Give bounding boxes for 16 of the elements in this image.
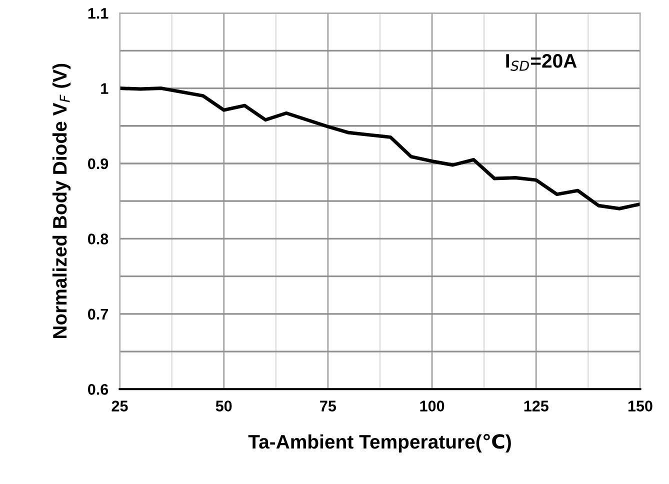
x-tick-label: 125 xyxy=(524,400,548,412)
y-axis-title: Normalized Body Diode V$_{F}$ (V) xyxy=(52,64,71,338)
y-tick-label: 1.1 xyxy=(88,8,108,19)
y-tick-label: 0.7 xyxy=(88,308,108,320)
y-tick-label: 1 xyxy=(101,83,108,94)
y-tick-label: 0.8 xyxy=(88,234,108,244)
x-tick-label: 100 xyxy=(420,400,444,412)
y-tick-label: 0.9 xyxy=(88,158,108,170)
x-tick-label: 50 xyxy=(216,400,232,412)
x-tick-label: 25 xyxy=(112,400,128,412)
x-tick-label: 75 xyxy=(320,400,336,412)
line-series xyxy=(120,86,640,210)
annotation: I$_{SD}$=20A xyxy=(506,54,577,71)
y-tick-label: 0.6 xyxy=(88,384,108,395)
x-tick-label: 150 xyxy=(628,400,652,412)
x-axis-title: Ta-Ambient Temperature(℃) xyxy=(248,434,511,453)
